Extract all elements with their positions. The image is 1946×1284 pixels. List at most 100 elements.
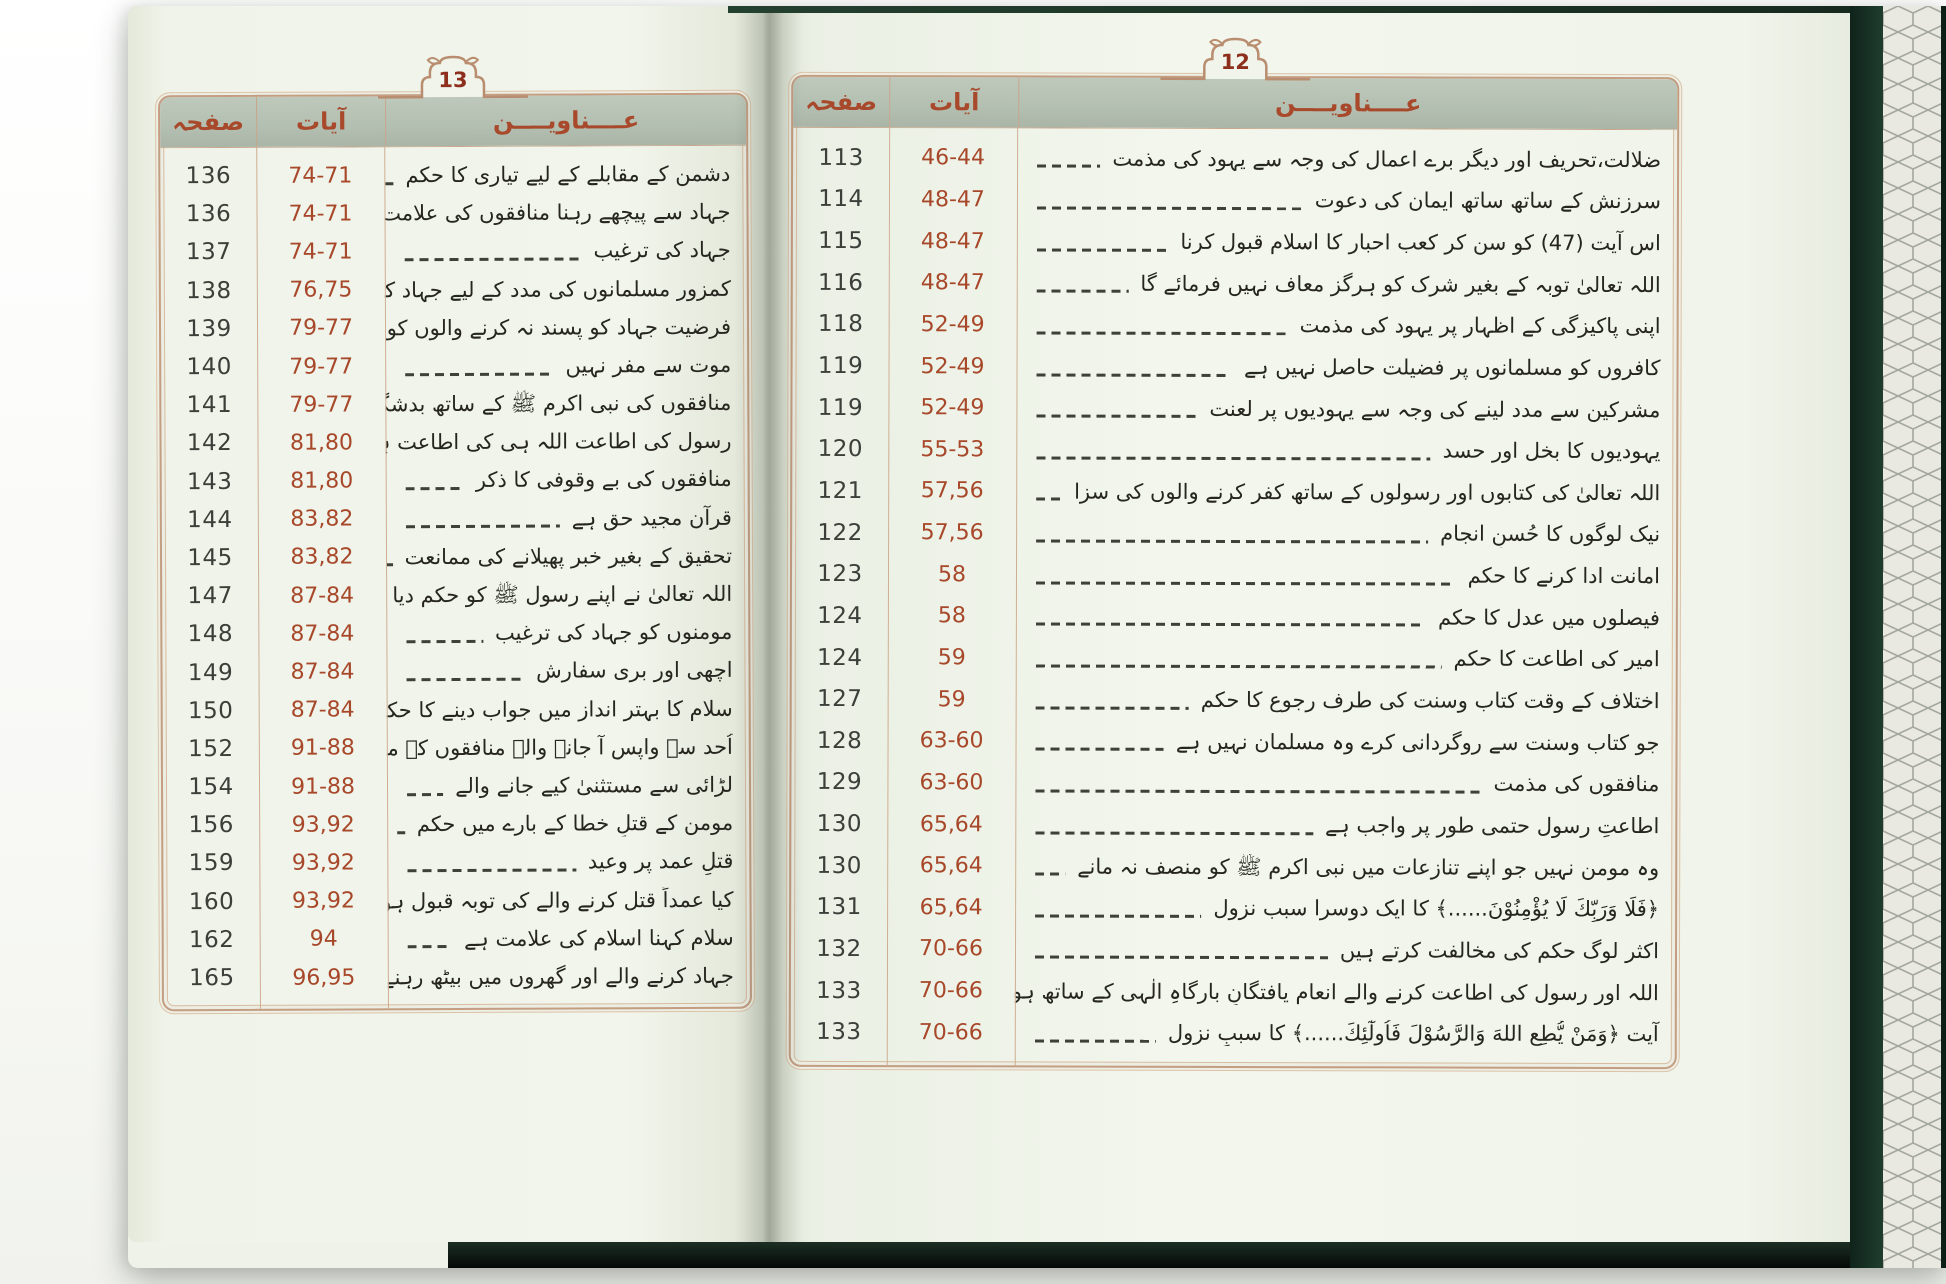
verses-cell: 87-84	[290, 697, 355, 723]
title-cell: اللہ تعالیٰ نے اپنے رسول ﷺ کو حکم دیا کہ…	[386, 581, 748, 609]
page-number-cell: 141	[186, 392, 233, 419]
entry-title: کیا عمداً قتل کرنے والے کی توبہ قبول ہو …	[387, 887, 734, 913]
page-number-cell: 136	[185, 163, 232, 190]
page-number-cell: 137	[185, 239, 232, 266]
dashed-leader	[405, 372, 554, 376]
table-row: 118 52-49 اپنی پاکیزگی کے اظہار پر یہود …	[793, 303, 1677, 347]
table-row: 149 87-84 اچھی اور بری سفارش	[162, 651, 748, 692]
verses-cell: 96,95	[292, 964, 356, 991]
title-cell: منافقوں کی نبی اکرم ﷺ کے ساتھ بدشگونی	[385, 390, 747, 418]
dashed-leader	[407, 868, 576, 873]
table-row: 132 70-66 اکثر لوگ حکم کی مخالفت کرتے ہی…	[791, 928, 1675, 972]
entry-title: جہاد کرنے والے اور گھروں میں بیٹھ رہنے و…	[387, 963, 734, 990]
page-number-cell: 114	[818, 186, 864, 213]
page-number-cell: 122	[817, 519, 863, 546]
ornament-bracket-icon	[1160, 37, 1311, 81]
page-number: 12	[1220, 49, 1250, 75]
page-number-cell: 133	[816, 1019, 862, 1046]
table-row: 129 63-60 منافقوں کی مذمت	[791, 761, 1675, 805]
column-header-page: صفحہ	[160, 96, 258, 148]
dashed-leader	[1035, 581, 1456, 586]
title-cell: قرآن مجید حق ہے	[386, 504, 748, 532]
table-row: 143 81,80 منافقوں کی بے وقوفی کا ذکر	[162, 460, 748, 501]
title-cell: فرضیت جہاد کو پسند نہ کرنے والوں کو ملام…	[385, 313, 747, 341]
table-row: 128 63-60 جو کتاب وسنت سے روگردانی کرے و…	[792, 720, 1676, 764]
title-cell: اُحد سے واپس آ جانے والے منافقوں کے متعل…	[387, 734, 749, 762]
dashed-leader	[1035, 747, 1164, 752]
page-number-cell: 118	[817, 311, 864, 338]
entry-title: لڑائی سے مستثنیٰ کیے جانے والے	[455, 772, 734, 798]
title-cell: اس آیت (47) کو سن کر کعب احبار کا اسلام …	[1017, 228, 1677, 256]
entry-title: وہ مومن نہیں جو اپنے تنازعات میں نبی اکر…	[1077, 854, 1660, 880]
verses-cell: 94	[309, 926, 338, 952]
dashed-leader	[385, 181, 394, 185]
verses-cell: 93,92	[291, 888, 356, 914]
entry-title: اپنی پاکیزگی کے اظہار پر یہود کی مذمت	[1299, 313, 1661, 339]
title-cell: جہاد کرنے والے اور گھروں میں بیٹھ رہنے و…	[388, 963, 750, 991]
page-number-cell: 136	[185, 201, 232, 228]
dashed-leader	[1036, 206, 1303, 211]
title-cell: اللہ تعالیٰ توبہ کے بغیر شرک کو ہرگز معا…	[1017, 270, 1677, 298]
table-row: 136 74-71 دشمن کے مقابلے کے لیے تیاری کا…	[160, 155, 746, 196]
title-cell: دشمن کے مقابلے کے لیے تیاری کا حکم	[384, 161, 746, 189]
title-cell: آیت ﴿وَمَنْ يُّطِعِ اللهَ وَالرَّسُوْلَ …	[1015, 1020, 1675, 1048]
table-row: 141 79-77 منافقوں کی نبی اکرم ﷺ کے ساتھ …	[161, 384, 747, 425]
page-number-cell: 145	[187, 544, 233, 572]
entry-title: جو کتاب وسنت سے روگردانی کرے وہ مسلمان ن…	[1175, 729, 1660, 755]
table-row: 154 91-88 لڑائی سے مستثنیٰ کیے جانے والے	[163, 766, 749, 807]
verses-cell: 87-84	[290, 659, 355, 685]
verses-cell: 87-84	[290, 621, 355, 647]
table-row: 150 87-84 سلام کا بہتر انداز میں جواب دی…	[163, 689, 749, 730]
table-row: 114 48-47 سرزنش کے ساتھ ساتھ ایمان کی دع…	[793, 178, 1677, 222]
dashed-leader	[1035, 622, 1427, 627]
title-cell: سرزنش کے ساتھ ساتھ ایمان کی دعوت	[1017, 187, 1677, 215]
entry-title: کافروں کو مسلمانوں پر فضیلت حاصل نہیں ہے	[1243, 354, 1661, 381]
book-cover-top-edge	[728, 6, 1946, 13]
dashed-leader	[404, 257, 582, 262]
entry-title: منافقوں کی نبی اکرم ﷺ کے ساتھ بدشگونی	[385, 390, 732, 417]
verses-cell: 46-44	[921, 145, 986, 171]
dashed-leader	[1035, 664, 1442, 669]
page-number-cell: 140	[186, 354, 232, 381]
page-number-cell: 119	[817, 394, 864, 421]
page-number-cell: 131	[816, 894, 862, 921]
table-row: 133 70-66 آیت ﴿وَمَنْ يُّطِعِ اللهَ وَال…	[791, 1011, 1675, 1055]
title-cell: اطاعتِ رسول حتمی طور پر واجب ہے	[1015, 811, 1675, 839]
page-number-cell: 162	[188, 926, 235, 954]
verses-cell: 91-88	[290, 774, 356, 800]
verses-cell: 57,56	[920, 520, 984, 546]
verses-cell: 65,64	[919, 895, 983, 921]
dashed-leader	[1035, 914, 1202, 918]
toc-table-right: 12 صفحہ آیات عــــناویــــن 113 46-44 ضل…	[788, 37, 1680, 1070]
entry-title: فیصلوں میں عدل کا حکم	[1438, 605, 1660, 630]
book-cover-right	[1850, 6, 1946, 1268]
toc-header: صفحہ آیات عــــناویــــن	[160, 94, 747, 149]
page-number-cell: 128	[816, 727, 863, 754]
column-header-titles: عــــناویــــن	[492, 106, 640, 135]
entry-title: مومن کے قتلِ خطا کے بارے میں حکم	[416, 810, 734, 837]
title-cell: تحقیق کے بغیر خبر پھیلانے کی ممانعت	[385, 543, 748, 571]
dashed-leader	[1035, 831, 1314, 835]
title-cell: کافروں کو مسلمانوں پر فضیلت حاصل نہیں ہے	[1017, 353, 1677, 381]
table-row: 116 48-47 اللہ تعالیٰ توبہ کے بغیر شرک ک…	[793, 262, 1677, 306]
title-cell: منافقوں کی بے وقوفی کا ذکر	[386, 466, 748, 494]
verses-cell: 70-66	[919, 936, 984, 962]
page-number-cell: 115	[818, 228, 864, 255]
entry-title: موت سے مفر نہیں	[565, 352, 732, 378]
page-number-cell: 120	[817, 436, 864, 463]
dashed-leader	[1035, 872, 1066, 876]
dashed-leader	[396, 831, 405, 835]
title-cell: کیا عمداً قتل کرنے والے کی توبہ قبول ہو …	[387, 886, 749, 914]
page-number-cell: 156	[188, 812, 234, 839]
title-cell: امانت ادا کرنے کا حکم	[1016, 562, 1676, 590]
toc-rows: 136 74-71 دشمن کے مقابلے کے لیے تیاری کا…	[160, 145, 750, 1010]
entry-title: نیک لوگوں کا حُسنِ انجام	[1440, 521, 1661, 547]
page-number-cell: 133	[816, 977, 862, 1004]
title-cell: اپنی پاکیزگی کے اظہار پر یہود کی مذمت	[1017, 312, 1677, 340]
table-row: 127 59 اختلاف کے وقت کتاب وسنت کی طرف رج…	[792, 678, 1676, 722]
title-cell: اختلاف کے وقت کتاب وسنت کی طرف رجوع کا ح…	[1016, 686, 1676, 714]
title-cell: سلام کا بہتر انداز میں جواب دینے کا حکم	[387, 695, 749, 723]
page-number-cell: 144	[187, 506, 233, 533]
entry-title: سلام کہنا اسلام کی علامت ہے	[464, 925, 734, 951]
page-number-cell: 116	[818, 269, 864, 296]
